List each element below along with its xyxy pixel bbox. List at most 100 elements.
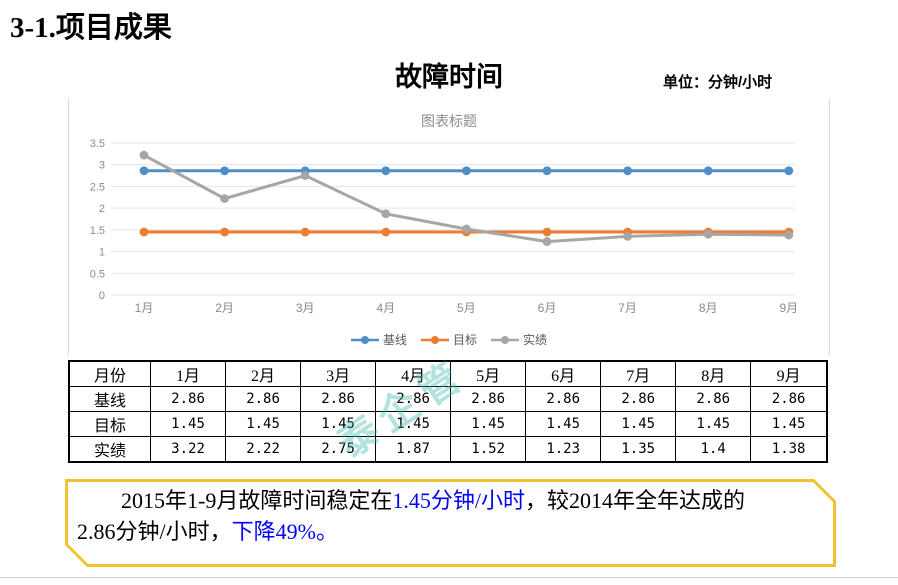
x-axis-tick-label: 9月: [779, 301, 798, 315]
table-cell: 1.45: [525, 411, 602, 437]
chart-container: 图表标题 0 0.5 1 1.5 2 2.5 3 3.5 1月 2月 3月 4月 5月 6月 7月 8月 9月 …: [68, 98, 830, 355]
table-cell: 2.86: [225, 386, 302, 412]
table-cell: 1.45: [450, 411, 527, 437]
data-point-marker: [220, 194, 230, 203]
callout-background: [68, 482, 833, 564]
page-title: 3-1.项目成果: [10, 12, 172, 44]
line-chart-canvas: 0 0.5 1 1.5 2 2.5 3 3.5 1月 2月 3月 4月 5月 6月 7月 8月 9月: [90, 138, 798, 315]
table-cell: 1.38: [750, 436, 828, 463]
table-column-header: 2月: [225, 360, 302, 387]
table-cell: 2.75: [300, 436, 377, 463]
x-axis-tick-label: 7月: [618, 301, 637, 315]
legend-label: 基线: [382, 333, 407, 347]
table-cell: 2.86: [675, 386, 752, 412]
x-axis-tick-label: 8月: [699, 301, 718, 315]
table-column-header: 4月: [375, 360, 452, 387]
table-cell: 1.4: [675, 436, 752, 463]
table-cell: 2.86: [149, 386, 227, 412]
table-row-label: 目标: [68, 411, 151, 437]
table-column-header: 7月: [600, 360, 677, 387]
data-point-marker: [784, 230, 794, 240]
data-table: 月份 1月 2月 3月 4月 5月 6月 7月 8月 9月 基线 2.86 2.86 2.86 2.86 2.…: [68, 360, 828, 463]
table-cell: 1.45: [675, 411, 752, 437]
data-point-marker: [139, 227, 149, 237]
callout-normal-text: 2.86分钟/小时，: [77, 519, 232, 544]
data-point-marker: [220, 166, 230, 176]
bottom-divider: [0, 577, 898, 578]
data-point-marker: [300, 171, 310, 180]
table-cell: 1.52: [450, 436, 527, 463]
table-cell: 2.22: [225, 436, 302, 463]
callout-highlight-text: 1.45分钟/小时: [392, 488, 525, 513]
y-axis-tick-label: 0.5: [90, 268, 105, 280]
legend-label: 目标: [452, 333, 477, 347]
data-point-marker: [784, 166, 794, 176]
table-column-header: 9月: [750, 360, 828, 387]
table-cell: 1.45: [225, 411, 302, 437]
y-axis-tick-label: 3.5: [90, 138, 105, 150]
data-point-marker: [542, 237, 552, 246]
data-point-marker: [139, 166, 149, 176]
data-point-marker: [462, 166, 471, 176]
table-row: 实绩 3.22 2.22 2.75 1.87 1.52 1.23 1.35 1.4 1.38: [68, 436, 828, 463]
x-axis-tick-label: 4月: [376, 301, 395, 315]
data-point-marker: [381, 209, 391, 219]
table-column-header: 5月: [450, 360, 527, 387]
table-cell: 2.86: [525, 386, 602, 412]
table-cell: 3.22: [149, 436, 227, 463]
y-axis-tick-label: 1: [99, 247, 105, 259]
legend-item: 实绩: [491, 331, 547, 348]
data-point-marker: [542, 166, 552, 176]
table-cell: 2.86: [300, 386, 377, 412]
callout-highlight-text: 下降49%。: [231, 519, 338, 544]
legend-label: 实绩: [523, 333, 548, 347]
legend-item: 目标: [420, 331, 477, 348]
table-column-header: 1月: [149, 360, 227, 387]
x-axis-tick-label: 1月: [135, 301, 154, 315]
chart-heading: 故障时间: [395, 62, 503, 92]
summary-callout: 2015年1-9月故障时间稳定在1.45分钟/小时，较2014年全年达成的 2.8…: [65, 479, 836, 567]
table-cell: 2.86: [600, 386, 677, 412]
data-point-marker: [623, 231, 632, 241]
legend-item: 基线: [350, 331, 407, 348]
data-point-marker: [623, 166, 632, 176]
y-axis-tick-label: 2.5: [90, 181, 105, 193]
legend-marker-icon: [350, 335, 379, 344]
callout-line: 2.86分钟/小时，下降49%。: [77, 516, 822, 547]
chart-legend: 基线 目标 实绩: [69, 331, 829, 348]
x-axis-tick-label: 3月: [296, 301, 315, 315]
table-row: 目标 1.45 1.45 1.45 1.45 1.45 1.45 1.45 1.45 1.45: [68, 411, 828, 437]
y-axis-tick-label: 0: [99, 290, 105, 302]
callout-line: 2015年1-9月故障时间稳定在1.45分钟/小时，较2014年全年达成的: [77, 485, 822, 516]
table-column-header: 3月: [300, 360, 377, 387]
x-axis-tick-label: 5月: [457, 301, 476, 315]
y-axis-tick-label: 1.5: [90, 225, 105, 237]
table-cell: 1.45: [750, 411, 828, 437]
table-column-header: 6月: [525, 360, 602, 387]
data-point-marker: [220, 227, 230, 237]
callout-normal-text: 2015年1-9月故障时间稳定在: [121, 488, 393, 513]
data-point-marker: [139, 150, 149, 160]
table-cell: 1.35: [600, 436, 677, 463]
data-point-marker: [381, 166, 391, 176]
table-cell: 2.86: [750, 386, 828, 412]
table-row: 基线 2.86 2.86 2.86 2.86 2.86 2.86 2.86 2.86 2.86: [68, 386, 828, 412]
table-cell: 1.45: [300, 411, 377, 437]
data-point-marker: [300, 227, 310, 237]
y-axis-tick-label: 3: [99, 160, 105, 172]
x-axis-tick-label: 2月: [215, 301, 234, 315]
table-cell: 1.45: [149, 411, 227, 437]
callout-text: 2015年1-9月故障时间稳定在1.45分钟/小时，较2014年全年达成的 2.8…: [77, 485, 822, 547]
table-row-label: 实绩: [68, 436, 151, 463]
y-axis-tick-label: 2: [99, 203, 105, 215]
table-corner-label: 月份: [68, 360, 151, 387]
table-cell: 2.86: [375, 386, 452, 412]
table-cell: 1.45: [375, 411, 452, 437]
unit-label: 单位：分钟/小时: [663, 74, 773, 91]
callout-normal-text: ，较2014年全年达成的: [524, 488, 745, 513]
data-point-marker: [703, 166, 713, 176]
table-cell: 1.23: [525, 436, 602, 463]
table-header-row: 月份 1月 2月 3月 4月 5月 6月 7月 8月 9月: [68, 360, 828, 387]
data-point-marker: [542, 227, 552, 237]
